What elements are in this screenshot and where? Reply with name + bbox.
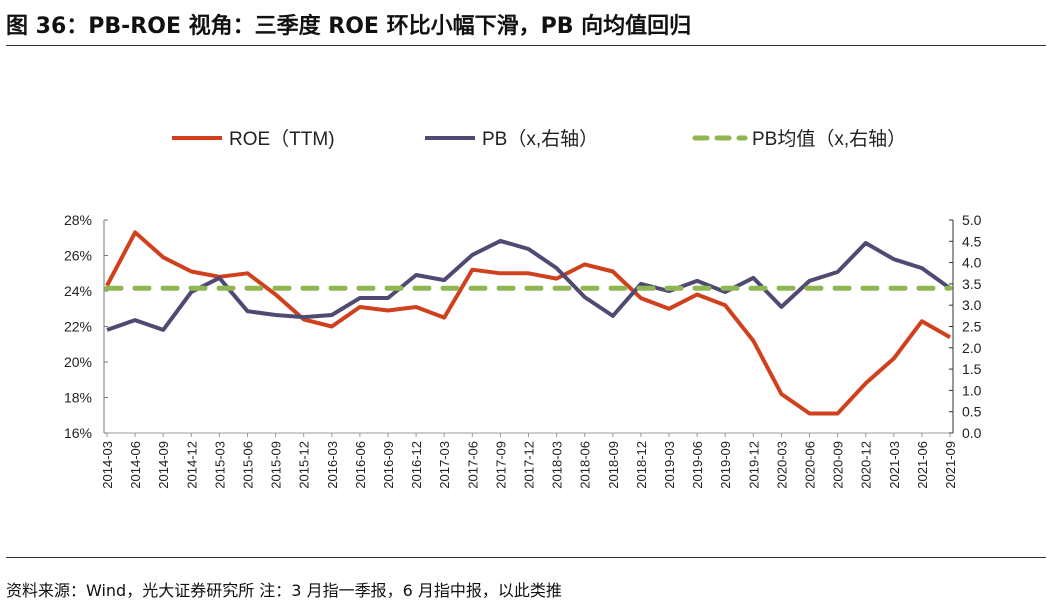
x-tick-label: 2021-06: [915, 441, 930, 489]
x-tick-label: 2015-03: [212, 441, 227, 489]
left-tick-label: 26%: [64, 248, 92, 264]
x-tick-label: 2019-12: [746, 441, 761, 489]
right-tick-label: 5.0: [962, 212, 982, 228]
x-tick-label: 2018-06: [578, 441, 593, 489]
x-tick-label: 2014-03: [100, 441, 115, 489]
x-tick-label: 2015-09: [269, 441, 284, 489]
x-tick-label: 2021-09: [943, 441, 958, 489]
footer-divider: [6, 557, 1046, 558]
left-tick-label: 24%: [64, 283, 92, 299]
right-tick-label: 1.0: [962, 382, 982, 398]
x-tick-label: 2018-12: [634, 441, 649, 489]
x-tick-label: 2018-09: [606, 441, 621, 489]
right-tick-label: 4.5: [962, 233, 982, 249]
left-tick-label: 16%: [64, 425, 92, 441]
x-tick-label: 2016-06: [353, 441, 368, 489]
left-tick-label: 28%: [64, 212, 92, 228]
right-tick-label: 2.0: [962, 340, 982, 356]
x-tick-label: 2017-03: [437, 441, 452, 489]
right-tick-label: 3.0: [962, 297, 982, 313]
right-tick-label: 4.0: [962, 255, 982, 271]
x-tick-label: 2016-12: [409, 441, 424, 489]
x-tick-label: 2021-03: [887, 441, 902, 489]
right-tick-label: 3.5: [962, 276, 982, 292]
x-tick-label: 2017-06: [465, 441, 480, 489]
source-note: 资料来源：Wind，光大证券研究所 注：3 月指一季报，6 月指中报，以此类推: [6, 581, 562, 600]
x-tick-label: 2019-06: [690, 441, 705, 489]
series-line-1: [106, 238, 952, 332]
x-tick-label: 2020-12: [859, 441, 874, 489]
left-tick-label: 20%: [64, 354, 92, 370]
figure-title: 图 36：PB-ROE 视角：三季度 ROE 环比小幅下滑，PB 向均值回归: [6, 14, 692, 39]
legend-label: ROE（TTM): [229, 128, 335, 150]
x-tick-label: 2015-12: [297, 441, 312, 489]
series-line-0: [105, 230, 951, 416]
x-tick-label: 2014-06: [128, 441, 143, 489]
x-tick-label: 2016-09: [381, 441, 396, 489]
line-chart: 16% 18% 20% 22% 24% 26% 28% 0.0 0.5 1.0 1.5 2.0 2.5 3…: [64, 128, 982, 489]
x-tick-label: 2014-09: [156, 441, 171, 489]
x-tick-label: 2020-09: [831, 441, 846, 489]
x-tick-label: 2020-06: [803, 441, 818, 489]
right-tick-label: 2.5: [962, 319, 982, 335]
x-tick-label: 2020-03: [774, 441, 789, 489]
right-tick-label: 0.0: [962, 425, 982, 441]
x-tick-label: 2017-12: [522, 441, 537, 489]
left-tick-label: 22%: [64, 319, 92, 335]
legend-label: PB（x,右轴）: [482, 128, 598, 150]
legend-label: PB均值（x,右轴）: [752, 128, 906, 150]
title-divider: [6, 45, 1046, 46]
left-tick-label: 18%: [64, 390, 92, 406]
x-tick-label: 2015-06: [241, 441, 256, 489]
x-tick-label: 2018-03: [550, 441, 565, 489]
right-tick-label: 0.5: [962, 404, 982, 420]
x-tick-label: 2017-09: [493, 441, 508, 489]
x-tick-label: 2016-03: [325, 441, 340, 489]
right-tick-label: 1.5: [962, 361, 982, 377]
x-tick-label: 2019-03: [662, 441, 677, 489]
x-tick-label: 2014-12: [184, 441, 199, 489]
x-tick-label: 2019-09: [718, 441, 733, 489]
